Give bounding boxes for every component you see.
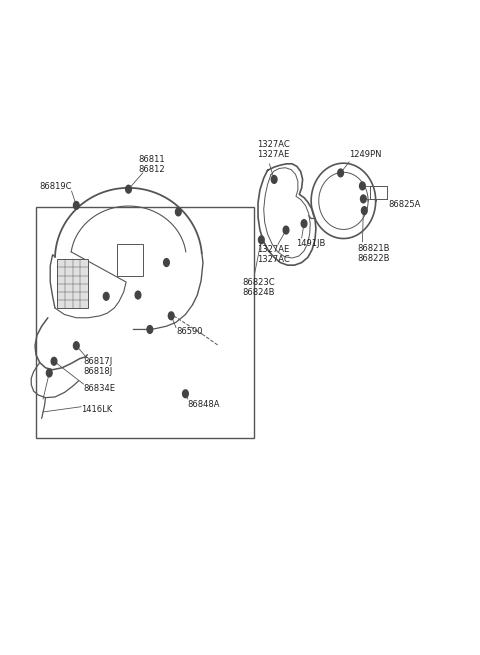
Bar xyxy=(117,244,143,276)
Text: 1327AC
1327AE: 1327AC 1327AE xyxy=(257,140,289,159)
Text: 86811
86812: 86811 86812 xyxy=(138,155,165,174)
Text: 86819C: 86819C xyxy=(40,182,72,191)
Circle shape xyxy=(283,226,289,234)
Circle shape xyxy=(301,219,307,227)
Circle shape xyxy=(176,208,181,215)
Circle shape xyxy=(73,202,79,210)
Text: 86590: 86590 xyxy=(176,328,203,337)
Circle shape xyxy=(259,236,264,244)
Bar xyxy=(36,208,254,438)
Circle shape xyxy=(360,182,365,190)
Text: 1416LK: 1416LK xyxy=(81,405,112,414)
Text: 86823C
86824B: 86823C 86824B xyxy=(242,278,275,297)
Circle shape xyxy=(126,185,132,193)
Circle shape xyxy=(135,291,141,299)
Circle shape xyxy=(47,369,52,377)
Text: 1249PN: 1249PN xyxy=(349,149,382,159)
Text: 86848A: 86848A xyxy=(188,400,220,409)
Text: 86821B
86822B: 86821B 86822B xyxy=(358,244,390,263)
Circle shape xyxy=(168,312,174,320)
Circle shape xyxy=(271,176,277,183)
Text: 86834E: 86834E xyxy=(84,384,115,393)
Text: 1327AE
1327AC: 1327AE 1327AC xyxy=(257,245,289,264)
Circle shape xyxy=(360,195,366,203)
Text: 1491JB: 1491JB xyxy=(296,239,325,248)
Text: 86825A: 86825A xyxy=(388,200,420,208)
Circle shape xyxy=(147,326,153,333)
Circle shape xyxy=(182,390,188,398)
Text: 86817J
86818J: 86817J 86818J xyxy=(84,357,113,376)
Circle shape xyxy=(73,342,79,350)
Bar xyxy=(57,259,88,308)
Circle shape xyxy=(338,169,343,177)
Circle shape xyxy=(103,292,109,300)
Circle shape xyxy=(51,358,57,365)
Circle shape xyxy=(164,259,169,267)
Circle shape xyxy=(361,207,367,214)
